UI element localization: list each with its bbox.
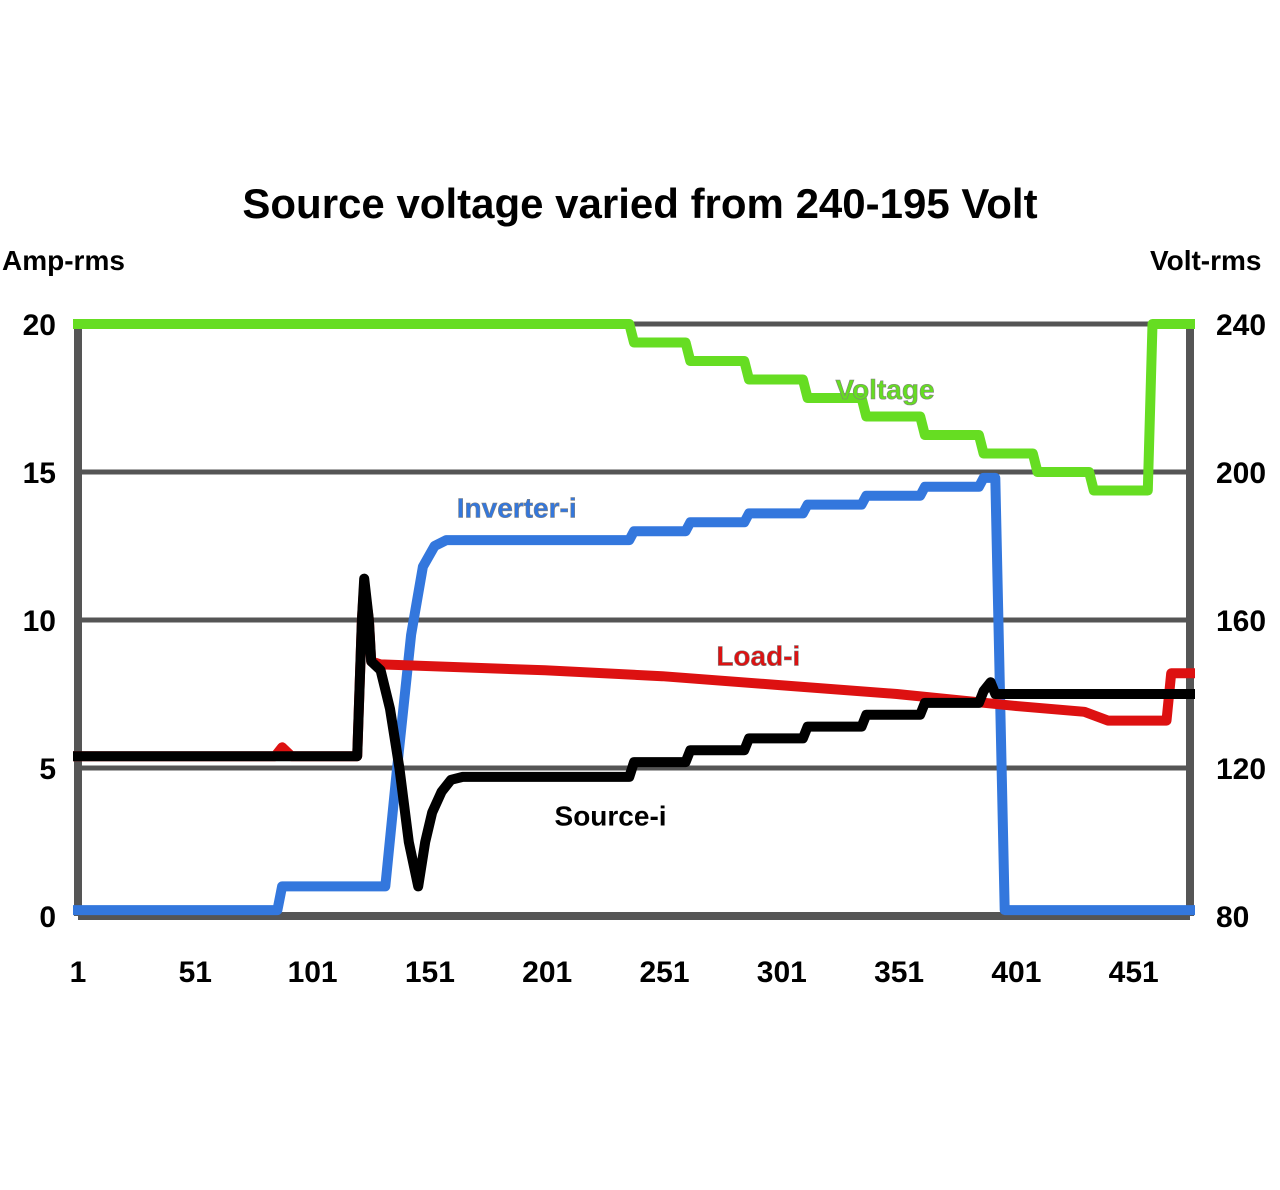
y-tick-label-left: 10 — [23, 605, 56, 638]
y-tick-label-left: 20 — [23, 309, 56, 342]
y-tick-label-right: 200 — [1216, 457, 1266, 490]
right-axis-title: Volt-rms — [1150, 245, 1262, 276]
series-label-inverter-i: Inverter-i — [457, 493, 577, 524]
left-y-ticks: 0 5 10 15 20 — [23, 309, 56, 934]
series-line-inverter-i — [73, 472, 1195, 916]
y-tick-label-right: 160 — [1216, 605, 1266, 638]
y-tick-label-right: 120 — [1216, 753, 1266, 786]
x-tick-label: 251 — [639, 956, 689, 989]
series-label-source-i: Source-i — [555, 800, 667, 831]
x-tick-label: 201 — [522, 956, 572, 989]
y-tick-label-left: 5 — [39, 753, 56, 786]
x-tick-label: 1 — [70, 956, 87, 989]
x-tick-label: 151 — [405, 956, 455, 989]
series-label-load-i: Load-i — [716, 641, 800, 672]
series-line-load-i — [73, 579, 1195, 762]
x-tick-label: 51 — [179, 956, 212, 989]
x-tick-label: 451 — [1109, 956, 1159, 989]
x-ticks: 1 51 101 151 201 251 301 351 401 451 — [70, 956, 1159, 989]
series-line-voltage — [73, 319, 1195, 496]
series-lines — [73, 319, 1195, 916]
x-tick-label: 301 — [757, 956, 807, 989]
series-labels: Voltage Inverter-i Load-i Source-i — [456, 374, 934, 832]
series-line-source-i — [73, 573, 1195, 892]
x-tick-label: 101 — [288, 956, 338, 989]
x-tick-label: 351 — [874, 956, 924, 989]
series-label-voltage: Voltage — [835, 374, 934, 405]
y-tick-label-left: 0 — [39, 901, 56, 934]
chart-title: Source voltage varied from 240-195 Volt — [242, 180, 1037, 227]
left-axis-title: Amp-rms — [2, 245, 125, 276]
y-tick-label-right: 80 — [1216, 901, 1249, 934]
y-tick-label-right: 240 — [1216, 309, 1266, 342]
plot-frame — [74, 324, 1194, 920]
right-y-ticks: 80 120 160 200 240 — [1216, 309, 1266, 934]
y-tick-label-left: 15 — [23, 457, 56, 490]
x-tick-label: 401 — [991, 956, 1041, 989]
